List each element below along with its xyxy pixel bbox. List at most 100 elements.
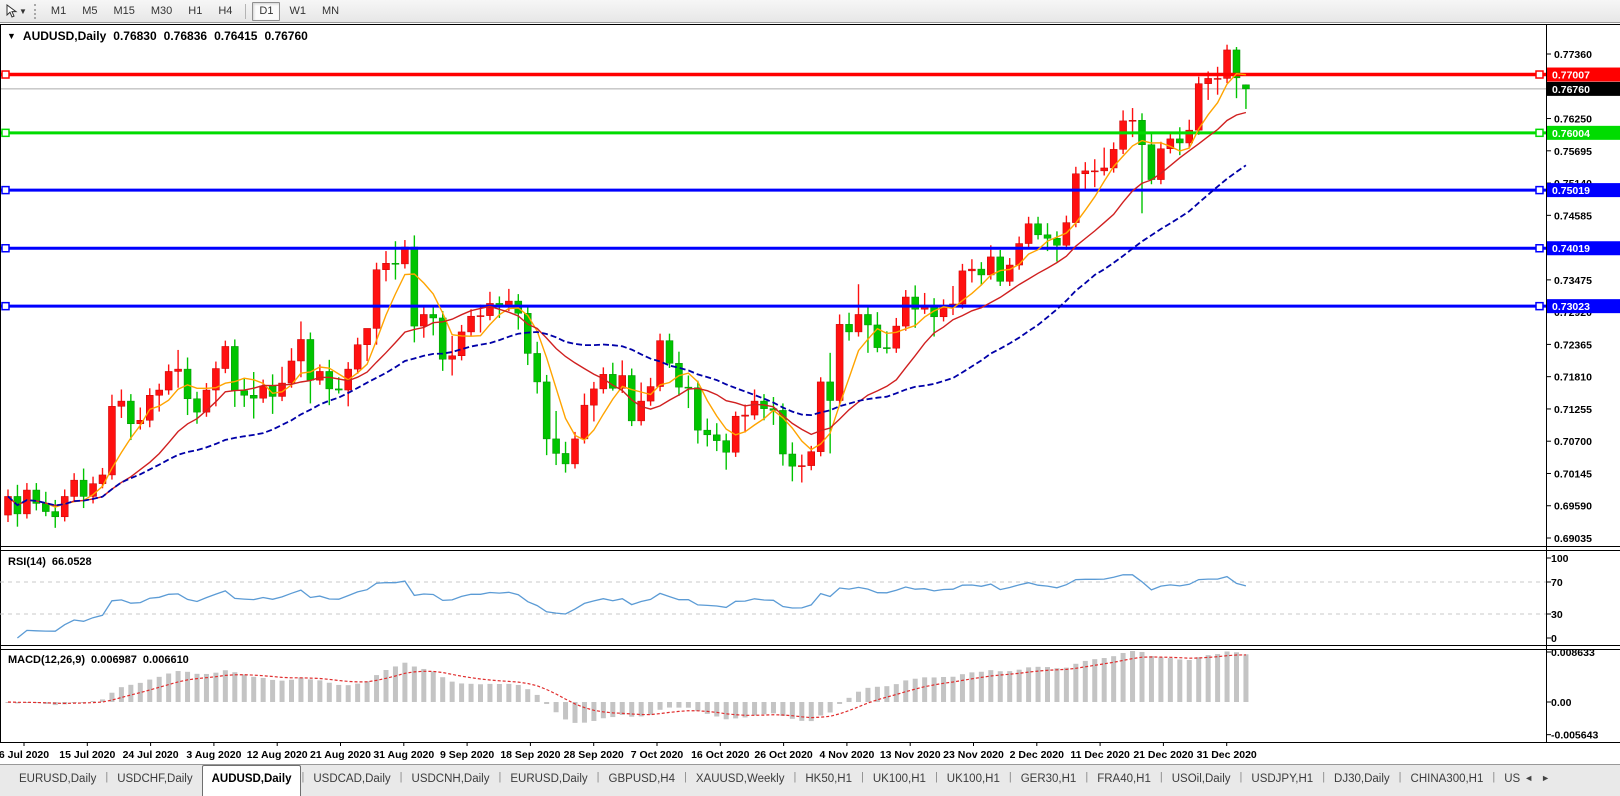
hline-handle[interactable] [1535,301,1544,311]
chart-symbol: AUDUSD,Daily [22,29,107,43]
tab-scroll-left-icon[interactable]: ◄ [1524,773,1534,783]
tab-separator: | [1322,771,1326,783]
svg-text:18 Sep 2020: 18 Sep 2020 [500,749,560,761]
tab-GBPUSD-H4[interactable]: GBPUSD,H4 [608,773,675,785]
hline-handle[interactable] [1,301,10,311]
svg-text:0.008633: 0.008633 [1551,647,1595,659]
tab-separator: | [1398,771,1402,783]
tab-separator: | [1159,771,1163,783]
svg-text:0.76004: 0.76004 [1552,128,1590,140]
tab-UK100-H1[interactable]: UK100,H1 [872,773,926,785]
ma-fast-line [7,72,1246,508]
svg-text:0.77360: 0.77360 [1554,49,1592,61]
rsi-panel: 100 70 30 0 [0,553,1569,645]
tab-USOil-Daily[interactable]: USOil,Daily [1171,773,1231,785]
tab-USDCHF-Daily[interactable]: USDCHF,Daily [117,773,193,785]
ma-mid-line [7,111,1247,507]
svg-text:0.69035: 0.69035 [1554,533,1592,545]
hline-handle[interactable] [1,128,10,138]
hline-handle[interactable] [1535,128,1544,138]
svg-text:7 Oct 2020: 7 Oct 2020 [631,749,684,761]
rsi-line [16,574,1247,639]
tab-separator: | [1008,771,1012,783]
tab-EURUSD-Daily[interactable]: EURUSD,Daily [510,773,588,785]
timeframe-button-W1[interactable]: W1 [289,4,306,17]
svg-text:15 Jul 2020: 15 Jul 2020 [59,749,115,761]
tab-USDCNH-Daily[interactable]: USDCNH,Daily [411,773,490,785]
price-axis[interactable]: 0.773600.762500.756950.751400.745850.734… [1546,49,1620,545]
svg-text:0.00: 0.00 [1551,697,1572,709]
tab-scroll-right-icon[interactable]: ► [1541,773,1551,783]
tab-FRA40-H1[interactable]: FRA40,H1 [1097,773,1151,785]
toolbar-grip[interactable] [33,3,36,19]
tab-GER30-H1[interactable]: GER30,H1 [1020,773,1077,785]
macd-panel: 0.008633 0.00 -0.005643 [5,647,1598,742]
tab-separator: | [793,771,797,783]
svg-text:9 Sep 2020: 9 Sep 2020 [440,749,494,761]
rsi-indicator-label: RSI(14) 66.0528 [8,556,92,568]
dropdown-caret-icon[interactable]: ▼ [19,6,27,16]
timeframe-button-D1[interactable]: D1 [252,1,281,21]
tab-separator: | [1492,771,1496,783]
tab-XAUUSD-Weekly[interactable]: XAUUSD,Weekly [695,773,785,785]
svg-text:0.73023: 0.73023 [1552,301,1590,313]
cursor-tool-icon[interactable] [4,3,18,19]
symbol-dropdown-icon[interactable]: ▼ [7,31,16,41]
time-axis[interactable]: 6 Jul 2020 15 Jul 2020 24 Jul 2020 3 Aug 20… [0,742,1257,761]
tab-DJ30-Daily[interactable]: DJ30,Daily [1334,773,1390,785]
candlestick-chart[interactable]: 0.773600.762500.756950.751400.745850.734… [0,24,1620,764]
timeframe-button-MN[interactable]: MN [321,4,340,17]
timeframe-button-M1[interactable]: M1 [50,4,67,17]
tab-US[interactable]: US [1504,773,1521,785]
tab-separator: | [861,771,864,783]
tab-CHINA300-H1[interactable]: CHINA300,H1 [1410,773,1484,785]
tab-USDJPY-H1[interactable]: USDJPY,H1 [1251,773,1314,785]
timeframe-button-H4[interactable]: H4 [218,4,233,17]
tab-separator: | [1085,771,1089,783]
symbol-tabbar: EURUSD,Daily | USDCHF,Daily AUDUSD,Daily | US… [0,764,1620,796]
timeframe-button-M30[interactable]: M30 [150,4,173,17]
svg-text:23 Nov 2020: 23 Nov 2020 [943,749,1004,761]
price-badge-0.77007: 0.77007 [1547,67,1620,82]
svg-text:28 Sep 2020: 28 Sep 2020 [564,749,624,761]
tab-HK50-H1[interactable]: HK50,H1 [805,773,853,785]
hline-handle[interactable] [1535,70,1544,79]
price-badge-0.76760: 0.76760 [1547,81,1620,96]
hline-handle[interactable] [1,243,10,253]
svg-text:31 Aug 2020: 31 Aug 2020 [373,749,434,761]
tab-separator: | [301,771,305,783]
svg-text:0.70700: 0.70700 [1554,436,1592,448]
svg-text:0.71810: 0.71810 [1554,372,1592,384]
svg-text:0.76760: 0.76760 [1552,84,1590,96]
svg-text:0.75695: 0.75695 [1554,146,1592,158]
chart-window: 0.773600.762500.756950.751400.745850.734… [0,24,1620,764]
svg-text:21 Aug 2020: 21 Aug 2020 [310,749,371,761]
hline-handle[interactable] [1,185,10,195]
tab-USDCAD-Daily[interactable]: USDCAD,Daily [313,773,391,785]
svg-text:70: 70 [1551,577,1563,589]
svg-text:21 Dec 2020: 21 Dec 2020 [1133,749,1193,761]
tab-UK100-H1[interactable]: UK100,H1 [946,773,1000,785]
hline-handle[interactable] [1535,185,1544,195]
svg-text:0.70145: 0.70145 [1554,468,1592,480]
svg-text:100: 100 [1551,553,1569,565]
timeframe-button-M15[interactable]: M15 [113,4,135,17]
svg-text:0.76250: 0.76250 [1554,114,1592,126]
timeframe-button-H1[interactable]: H1 [188,4,203,17]
tab-AUDUSD-Daily[interactable]: AUDUSD,Daily [201,765,302,796]
svg-text:0: 0 [1551,633,1557,645]
price-badge-0.76004: 0.76004 [1547,125,1620,140]
tab-separator: | [399,771,403,783]
tab-EURUSD-Daily[interactable]: EURUSD,Daily [19,773,97,785]
svg-text:0.73475: 0.73475 [1554,275,1592,287]
macd-main-value: 0.006987 [91,654,137,666]
ohlc-close: 0.76760 [264,29,308,43]
timeframe-button-M5[interactable]: M5 [82,4,98,17]
svg-text:0.72365: 0.72365 [1554,339,1592,351]
svg-text:16 Oct 2020: 16 Oct 2020 [691,749,750,761]
svg-text:0.69590: 0.69590 [1554,501,1592,513]
hlines-group[interactable] [0,70,1546,311]
hline-handle[interactable] [1,70,10,79]
hline-handle[interactable] [1535,243,1544,253]
price-badge-0.75019: 0.75019 [1547,183,1620,198]
